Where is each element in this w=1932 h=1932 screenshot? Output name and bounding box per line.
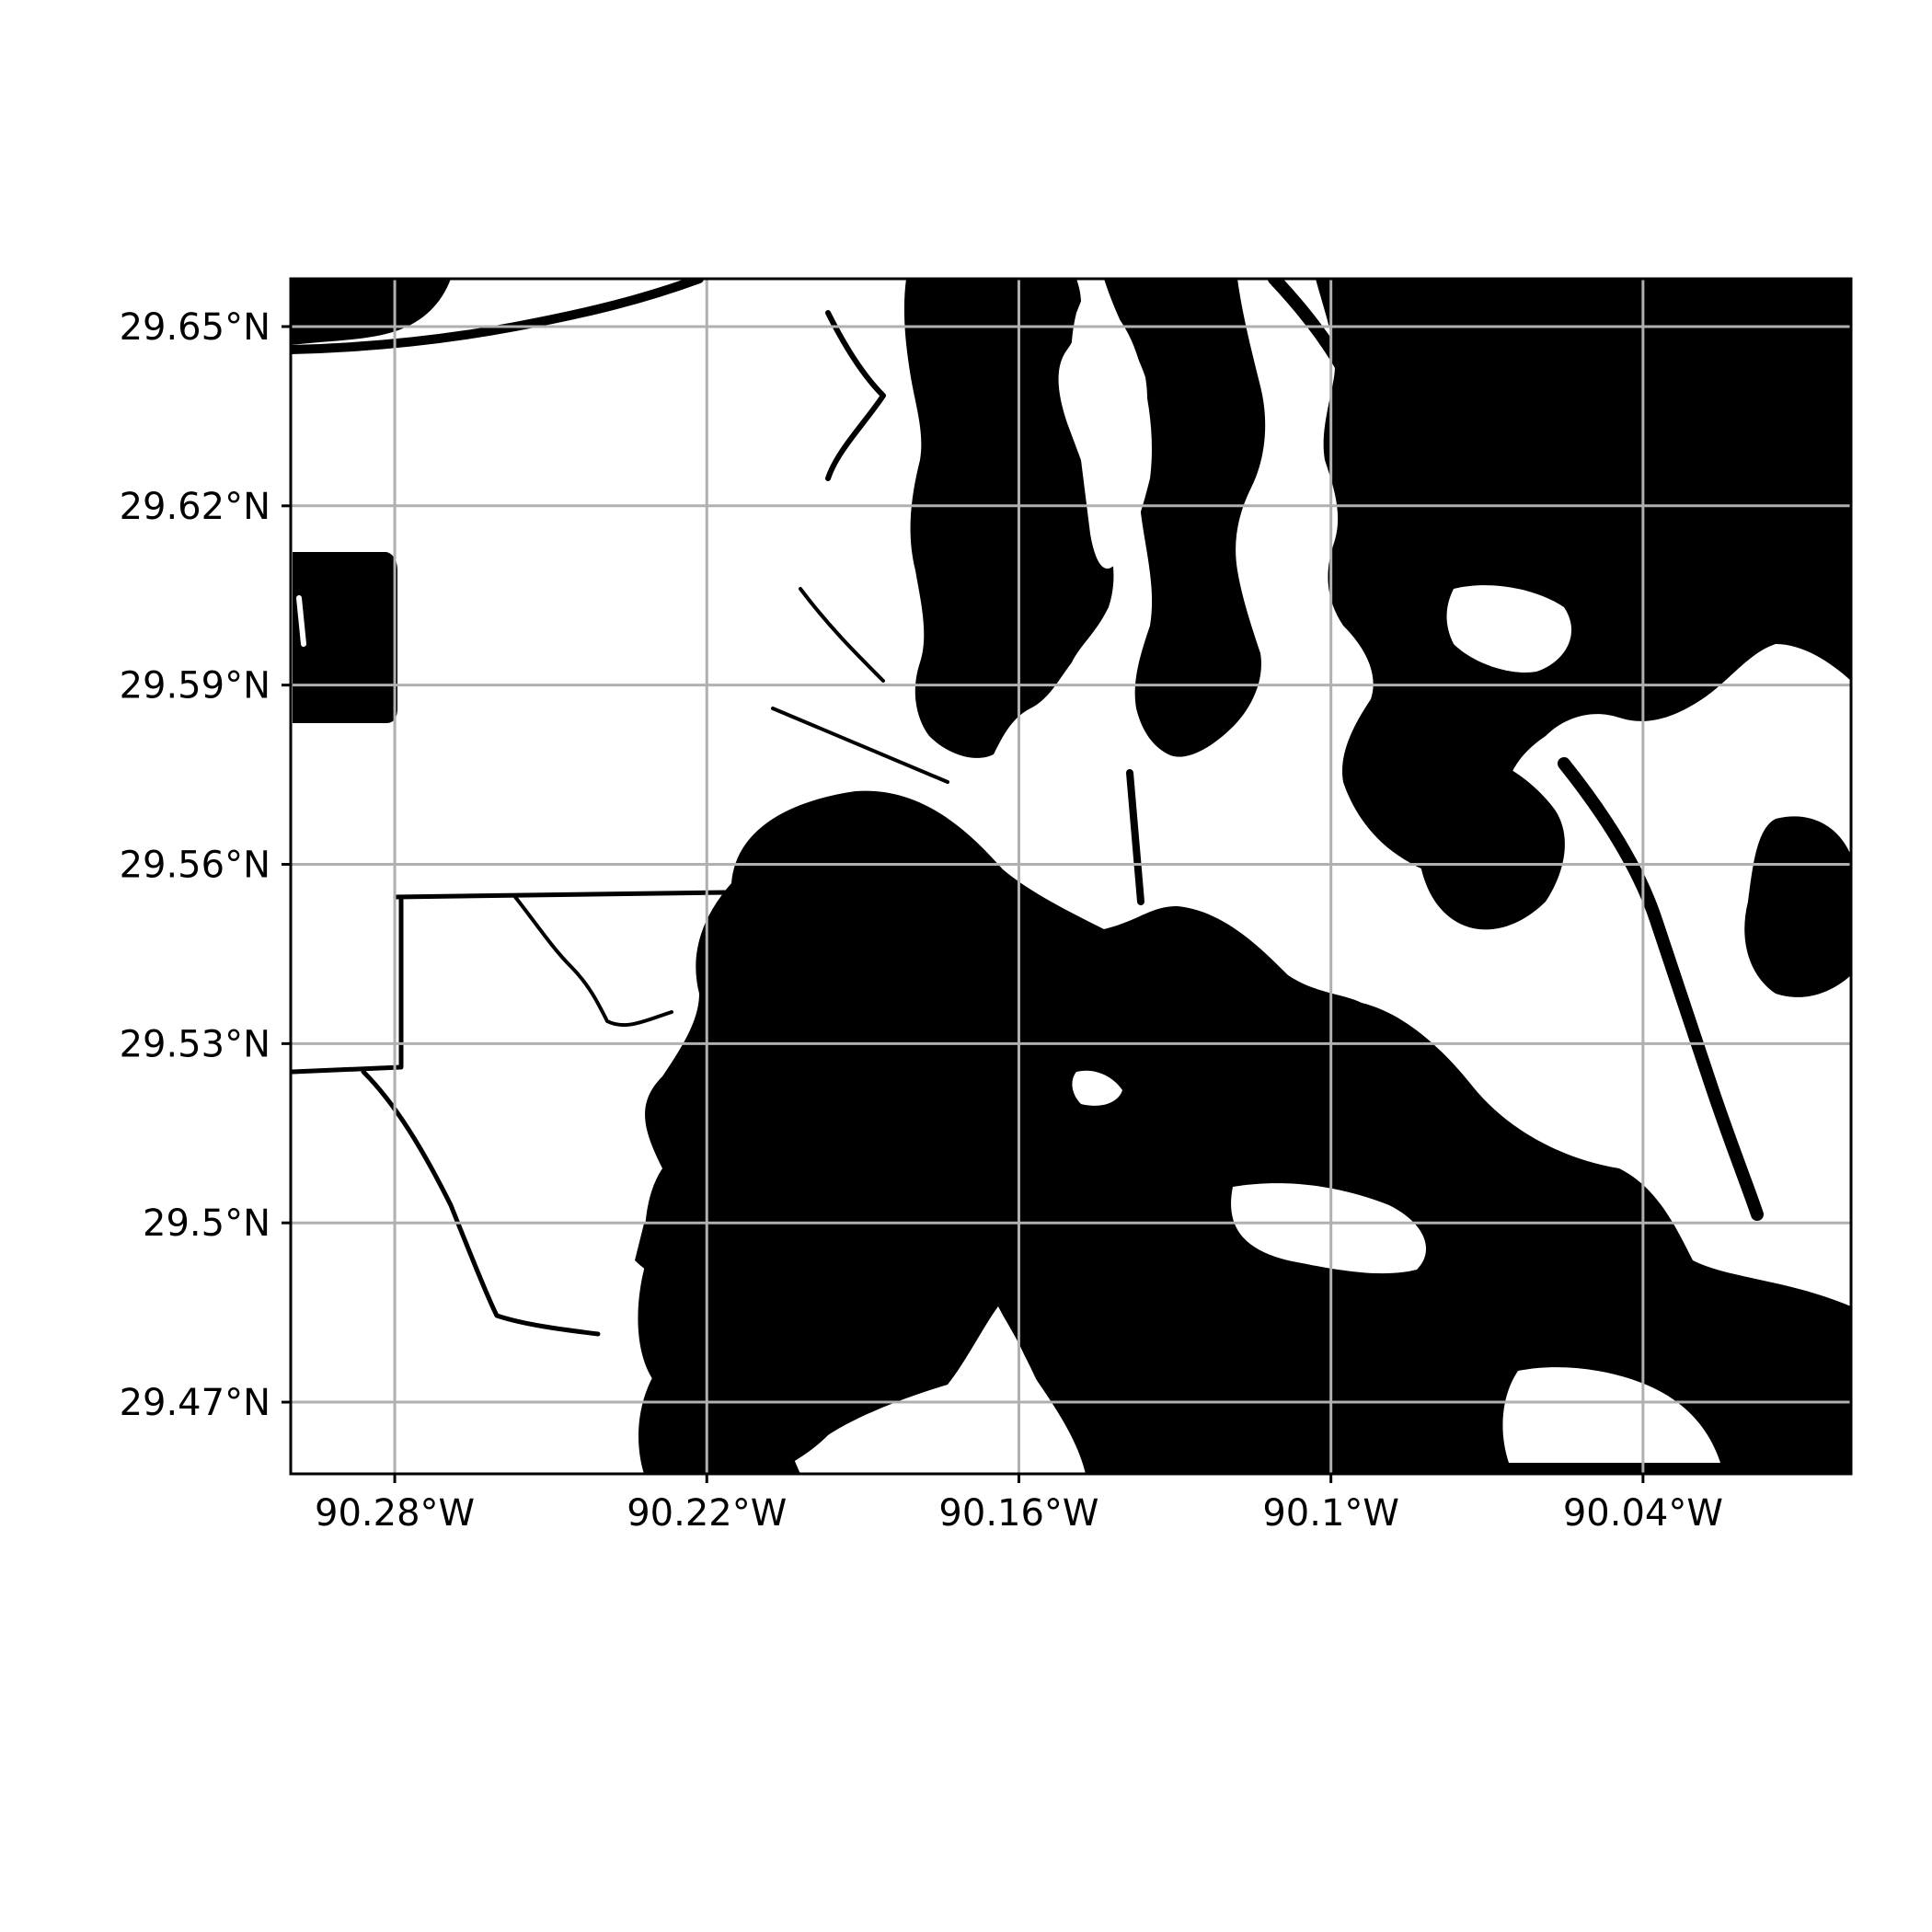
y-tick-label: 29.56°N (120, 845, 270, 887)
water-body-northwest-corner (291, 279, 451, 345)
y-axis: 29.65°N 29.62°N 29.59°N 29.56°N 29.53°N 29.5°… (120, 306, 291, 1424)
peninsula-east-central (1231, 1183, 1426, 1274)
water-body-south-inlet (638, 1359, 800, 1474)
peninsula-southeast (1502, 1367, 1720, 1463)
water-body-north-east-channel (1104, 279, 1266, 757)
y-tick-label: 29.47°N (120, 1382, 270, 1424)
water-body-central-bay (638, 790, 1851, 1474)
x-tick-label: 90.22°W (627, 1492, 787, 1535)
island-south-lake (1072, 1070, 1122, 1106)
water-body-east-edge (1744, 816, 1851, 997)
water-body-southeast (1558, 1248, 1760, 1411)
water-body-southwest (635, 1220, 811, 1311)
water-body-northeast (1316, 279, 1851, 878)
water-layer (291, 279, 1851, 1474)
map-frame (289, 277, 1853, 1476)
canal-southwest (361, 1069, 601, 1337)
canal-east-river (1558, 757, 1764, 1221)
water-body-west-rectangle (293, 552, 397, 723)
canal-west-vertical (291, 894, 404, 1075)
road-in-west-rectangle (296, 595, 306, 647)
canal-north-upper (825, 310, 886, 481)
island-north-central (1071, 290, 1152, 569)
canal-meander-west (513, 895, 673, 1028)
x-tick-label: 90.1°W (1262, 1492, 1399, 1535)
y-tick-label: 29.65°N (120, 306, 270, 349)
x-tick-label: 90.04°W (1563, 1492, 1723, 1535)
y-tick-label: 29.59°N (120, 665, 270, 707)
water-body-east-lower (1417, 753, 1565, 930)
grid-lines (291, 279, 1851, 1474)
y-tick-label: 29.53°N (120, 1023, 270, 1065)
x-axis: 90.28°W 90.22°W 90.16°W 90.1°W 90.04°W (315, 1474, 1723, 1535)
water-body-north-central (903, 279, 1114, 758)
peninsula-south-central (1006, 1334, 1076, 1474)
canal-west-horizontal (393, 890, 730, 900)
canal-north-river (1268, 279, 1405, 466)
land-layer (296, 290, 1720, 1474)
x-tick-label: 90.28°W (315, 1492, 475, 1535)
y-tick-label: 29.5°N (143, 1202, 270, 1245)
canal-central-vertical (1126, 769, 1144, 905)
land-peninsula-northeast (1446, 585, 1572, 673)
y-tick-label: 29.62°N (120, 486, 270, 528)
canal-upper-left (771, 587, 949, 784)
water-body-southeast-lobe (1346, 1258, 1517, 1390)
x-tick-label: 90.16°W (938, 1492, 1098, 1535)
